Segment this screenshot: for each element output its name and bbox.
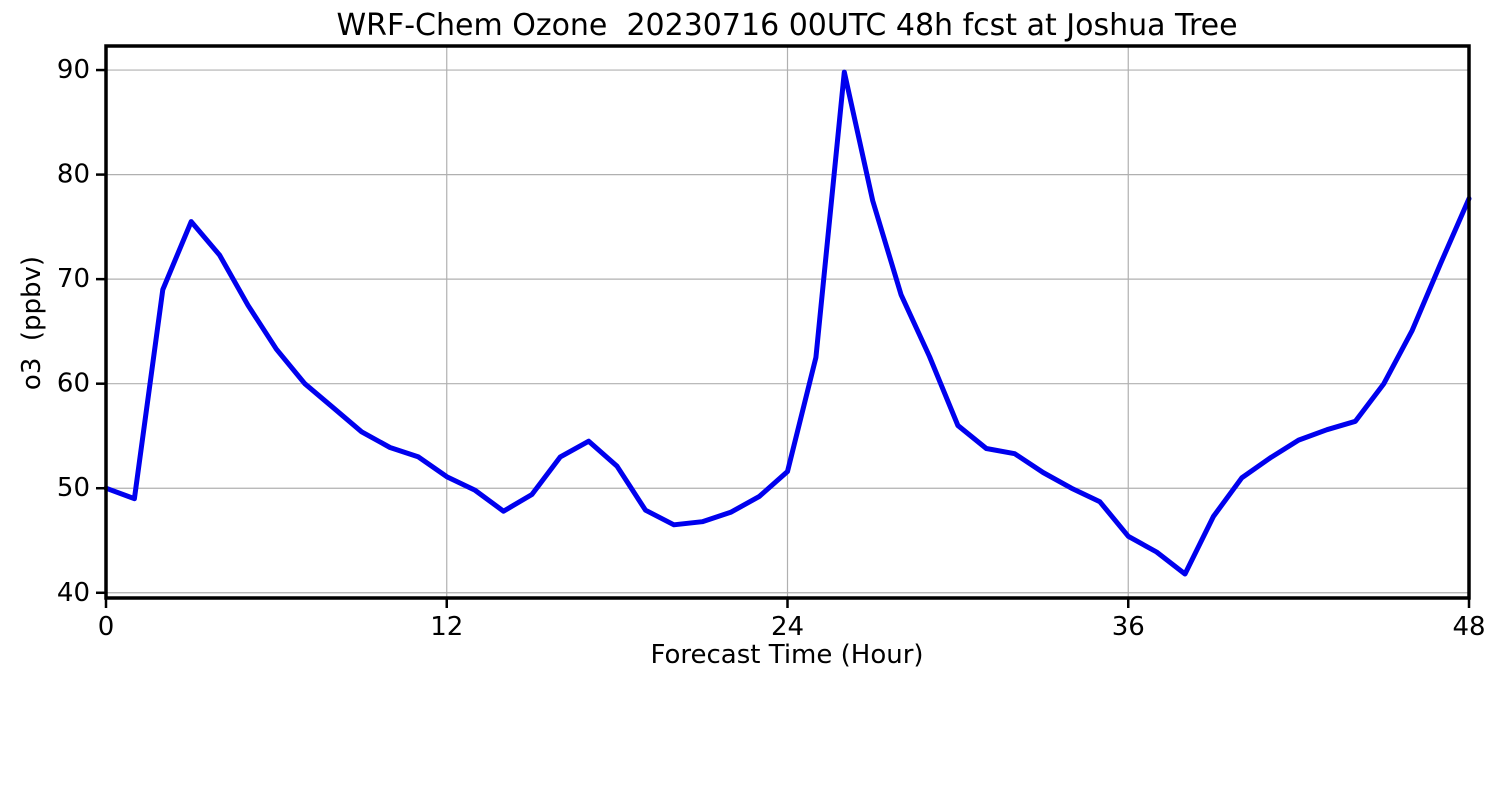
y-tick-label-40: 40 — [57, 578, 90, 608]
y-tick-label-50: 50 — [57, 473, 90, 503]
y-tick-label-80: 80 — [57, 160, 90, 190]
x-tick-label-48: 48 — [1452, 612, 1485, 642]
axes-spines — [104, 44, 1471, 600]
y-tick-label-60: 60 — [57, 369, 90, 399]
ozone-series-line — [103, 69, 1472, 577]
x-tick-label-12: 12 — [430, 612, 463, 642]
chart-title: WRF-Chem Ozone 20230716 00UTC 48h fcst a… — [336, 8, 1238, 43]
y-tick-label-70: 70 — [57, 264, 90, 294]
y-tick-label-90: 90 — [57, 55, 90, 85]
x-tick-label-0: 0 — [98, 612, 115, 642]
x-axis-label: Forecast Time (Hour) — [650, 640, 924, 670]
y-axis-label: o3 (ppbv) — [17, 255, 47, 391]
x-tick-label-36: 36 — [1112, 612, 1145, 642]
x-tick-label-24: 24 — [771, 612, 804, 642]
